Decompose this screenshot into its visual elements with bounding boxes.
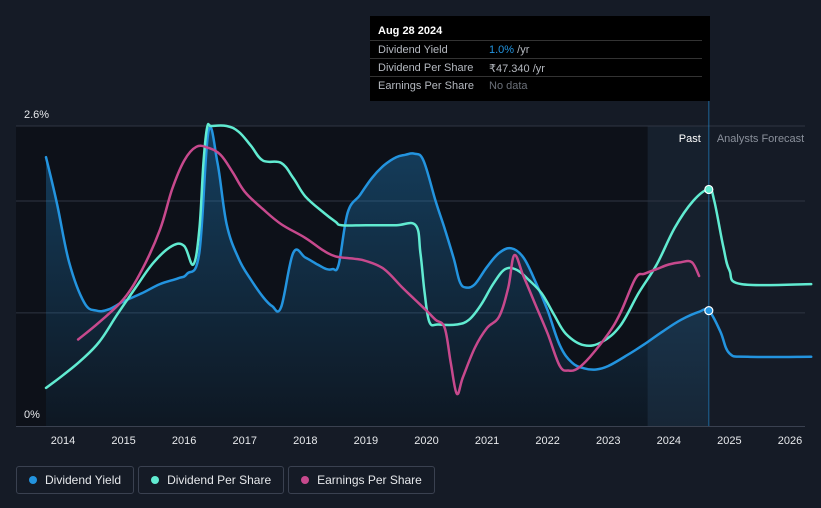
x-tick-label: 2019 xyxy=(354,435,378,447)
legend-item-dividend-per-share[interactable]: Dividend Per Share xyxy=(138,466,285,494)
y-tick-label: 2.6% xyxy=(24,109,49,121)
dividend-yield-area xyxy=(46,127,709,426)
earnings-per-share-line xyxy=(76,144,701,396)
x-tick-label: 2025 xyxy=(717,435,741,447)
tooltip-label: Dividend Yield xyxy=(378,44,448,56)
dividend-per-share-line xyxy=(44,122,813,390)
analysts-forecast-label: Analysts Forecast xyxy=(717,133,804,145)
hover-marker xyxy=(704,184,714,195)
tooltip-label: Dividend Per Share xyxy=(378,62,474,74)
tooltip-date: Aug 28 2024 xyxy=(378,25,443,37)
tooltip-value: 1.0% xyxy=(489,44,515,56)
tooltip-row-earnings-per-share: Earnings Per Share No data xyxy=(370,76,702,95)
x-tick-label: 2014 xyxy=(51,435,75,447)
x-tick-label: 2018 xyxy=(293,435,317,447)
tooltip-value: ₹47.340 xyxy=(489,63,530,75)
legend-label: Dividend Per Share xyxy=(167,473,272,487)
legend-label: Dividend Yield xyxy=(45,473,122,487)
x-tick-label: 2020 xyxy=(414,435,438,447)
x-tick-label: 2017 xyxy=(233,435,257,447)
tooltip-row-dividend-yield: Dividend Yield 1.0% /yr xyxy=(370,40,702,59)
past-label: Past xyxy=(679,133,701,145)
x-tick-label: 2016 xyxy=(172,435,196,447)
legend-item-dividend-yield[interactable]: Dividend Yield xyxy=(16,466,135,494)
legend-dot-icon xyxy=(151,476,160,484)
x-tick-label: 2023 xyxy=(596,435,620,447)
x-tick-label: 2015 xyxy=(111,435,135,447)
x-tick-label: 2024 xyxy=(657,435,681,447)
tooltip-unit: /yr xyxy=(514,44,530,56)
tooltip-value: No data xyxy=(489,80,528,92)
x-tick-label: 2022 xyxy=(535,435,559,447)
legend-item-earnings-per-share[interactable]: Earnings Per Share xyxy=(288,466,435,494)
legend-dot-icon xyxy=(301,476,310,484)
hover-marker xyxy=(704,306,714,316)
y-tick-label: 0% xyxy=(24,409,40,421)
legend-dot-icon xyxy=(29,476,37,484)
x-tick-label: 2026 xyxy=(778,435,802,447)
dividend-yield-line xyxy=(44,126,813,371)
tooltip-unit: /yr xyxy=(529,63,545,75)
tooltip-label: Earnings Per Share xyxy=(378,80,474,92)
legend-label: Earnings Per Share xyxy=(317,473,422,487)
tooltip-row-dividend-per-share: Dividend Per Share ₹47.340 /yr xyxy=(370,58,702,77)
tooltip: Aug 28 2024 Dividend Yield 1.0% /yr Divi… xyxy=(370,16,710,101)
legend: Dividend Yield Dividend Per Share Earnin… xyxy=(16,466,435,494)
x-tick-label: 2021 xyxy=(475,435,499,447)
